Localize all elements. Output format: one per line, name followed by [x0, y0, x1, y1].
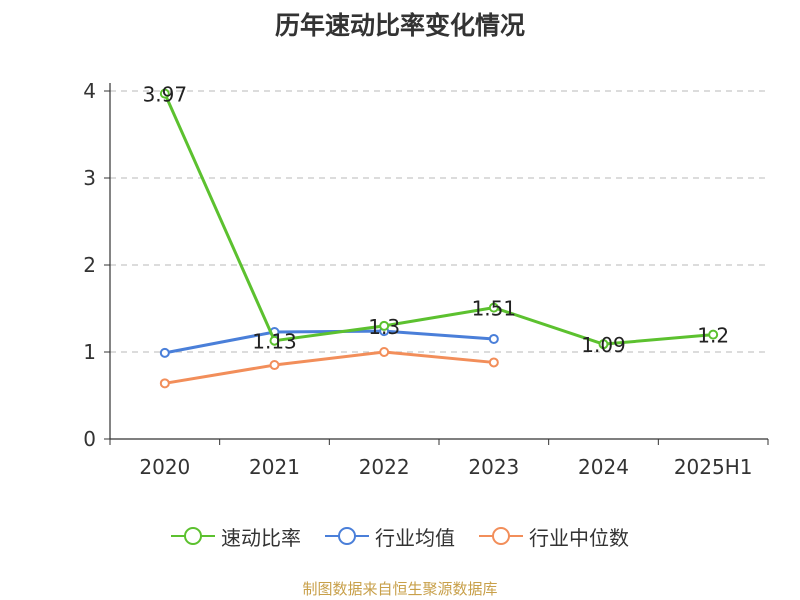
- y-tick-label: 0: [83, 427, 96, 451]
- legend-label: 速动比率: [221, 525, 301, 550]
- data-label: 1.3: [368, 315, 400, 339]
- data-point: [598, 339, 609, 350]
- data-point: [269, 360, 280, 371]
- legend: 速动比率 行业均值 行业中位数: [0, 518, 800, 554]
- legend-marker-icon: [479, 527, 523, 545]
- x-tick-label: 2024: [578, 455, 629, 479]
- data-label: 1.09: [581, 333, 626, 357]
- source-note: 制图数据来自恒生聚源数据库: [302, 580, 498, 598]
- data-point: [488, 302, 499, 313]
- data-label: 1.2: [697, 324, 729, 348]
- y-tick-label: 2: [83, 253, 96, 277]
- data-point: [379, 347, 390, 357]
- legend-item-industry-mean[interactable]: 行业均值: [325, 522, 455, 551]
- x-tick-label: 2022: [359, 455, 410, 479]
- legend-item-quick-ratio[interactable]: 速动比率: [171, 522, 301, 551]
- x-tick-label: 2025H1: [674, 455, 753, 479]
- legend-marker-icon: [171, 527, 215, 545]
- y-tick-label: 3: [83, 166, 96, 190]
- axes: 0 1 2 3 4 2020 2021 2022 2023 2024 2025H1: [83, 79, 769, 479]
- data-point: [159, 347, 170, 358]
- data-point: [269, 335, 280, 346]
- series-line: [163, 93, 714, 346]
- data-labels: 3.97 1.13 1.3 1.51 1.09 1.2: [143, 83, 730, 358]
- data-label: 3.97: [143, 83, 188, 107]
- data-point: [379, 320, 390, 331]
- series-lines: [159, 88, 719, 389]
- x-tick-label: 2020: [139, 455, 190, 479]
- data-point: [708, 329, 719, 340]
- data-label: 1.13: [252, 330, 297, 354]
- y-tick-label: 4: [83, 79, 96, 103]
- data-point: [488, 357, 499, 368]
- x-tick-label: 2021: [249, 455, 300, 479]
- grid-lines: [110, 90, 768, 353]
- data-point: [159, 88, 170, 99]
- y-tick-label: 1: [83, 340, 96, 364]
- x-tick-label: 2023: [468, 455, 519, 479]
- series-line: [164, 350, 494, 385]
- data-point: [488, 333, 499, 344]
- chart-title: 历年速动比率变化情况: [274, 11, 525, 40]
- legend-item-industry-median[interactable]: 行业中位数: [479, 522, 629, 551]
- legend-label: 行业均值: [375, 525, 455, 550]
- series-line: [164, 329, 494, 355]
- data-point: [159, 378, 170, 389]
- data-label: 1.51: [472, 297, 517, 321]
- legend-marker-icon: [325, 527, 369, 545]
- legend-label: 行业中位数: [529, 525, 629, 550]
